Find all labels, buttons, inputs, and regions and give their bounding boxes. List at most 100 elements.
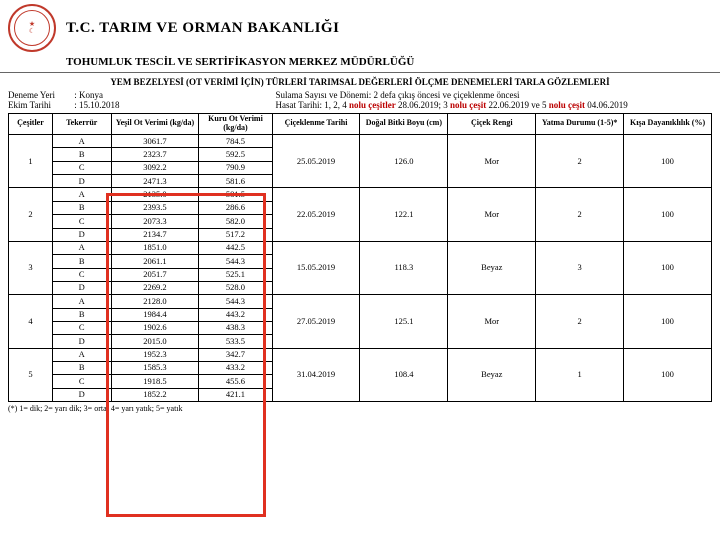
table-header-row: Çeşitler Tekerrür Yeşil Ot Verimi (kg/da… <box>9 113 712 135</box>
cell-lodge: 2 <box>536 188 624 241</box>
cell-yesil: 1984.4 <box>111 308 199 321</box>
cell-tekerrur: B <box>52 148 111 161</box>
cell-color: Beyaz <box>448 241 536 294</box>
cell-kuru: 544.3 <box>199 255 272 268</box>
cell-date: 15.05.2019 <box>272 241 360 294</box>
cell-tekerrur: B <box>52 201 111 214</box>
cell-color: Mor <box>448 295 536 348</box>
cell-tekerrur: D <box>52 175 111 188</box>
location-label: Deneme Yeri <box>8 90 72 100</box>
cell-yesil: 1851.0 <box>111 241 199 254</box>
cell-color: Beyaz <box>448 348 536 401</box>
cell-yesil: 1902.6 <box>111 321 199 334</box>
cell-hardy: 100 <box>624 241 712 294</box>
cell-kuru: 421.1 <box>199 388 272 401</box>
cell-color: Mor <box>448 188 536 241</box>
cell-height: 118.3 <box>360 241 448 294</box>
cell-yesil: 2135.0 <box>111 188 199 201</box>
cell-tekerrur: A <box>52 348 111 361</box>
cell-tekerrur: A <box>52 295 111 308</box>
cell-kuru: 592.5 <box>199 148 272 161</box>
cell-hardy: 100 <box>624 348 712 401</box>
cell-hardy: 100 <box>624 295 712 348</box>
harvest-line: Hasat Tarihi: 1, 2, 4 nolu çeşitler 28.0… <box>276 100 712 110</box>
table-row: 5A1952.3342.731.04.2019108.4Beyaz1100 <box>9 348 712 361</box>
cell-date: 31.04.2019 <box>272 348 360 401</box>
cell-tekerrur: D <box>52 335 111 348</box>
footnote: (*) 1= dik; 2= yarı dik; 3= orta; 4= yar… <box>0 402 720 415</box>
cell-yesil: 1952.3 <box>111 348 199 361</box>
cell-yesil: 2051.7 <box>111 268 199 281</box>
col-header: Yatma Durumu (1-5)* <box>536 113 624 135</box>
data-table: Çeşitler Tekerrür Yeşil Ot Verimi (kg/da… <box>8 113 712 402</box>
cell-kuru: 525.1 <box>199 268 272 281</box>
cell-tekerrur: D <box>52 228 111 241</box>
cell-kuru: 581.6 <box>199 175 272 188</box>
ministry-title: T.C. TARIM VE ORMAN BAKANLIĞI <box>66 20 339 37</box>
cell-kuru: 582.0 <box>199 215 272 228</box>
cell-kuru: 784.5 <box>199 135 272 148</box>
cell-kuru: 528.0 <box>199 281 272 294</box>
cell-kuru: 442.5 <box>199 241 272 254</box>
location-value: : Konya <box>74 90 103 100</box>
cell-date: 22.05.2019 <box>272 188 360 241</box>
cell-lodge: 2 <box>536 135 624 188</box>
data-table-wrap: Çeşitler Tekerrür Yeşil Ot Verimi (kg/da… <box>0 113 720 402</box>
cell-tekerrur: D <box>52 281 111 294</box>
cell-cesit: 1 <box>9 135 53 188</box>
sow-label: Ekim Tarihi <box>8 100 72 110</box>
cell-yesil: 1918.5 <box>111 375 199 388</box>
cell-yesil: 2393.5 <box>111 201 199 214</box>
cell-hardy: 100 <box>624 188 712 241</box>
cell-kuru: 544.3 <box>199 295 272 308</box>
cell-hardy: 100 <box>624 135 712 188</box>
cell-tekerrur: B <box>52 255 111 268</box>
cell-height: 122.1 <box>360 188 448 241</box>
col-header: Çeşitler <box>9 113 53 135</box>
cell-yesil: 2061.1 <box>111 255 199 268</box>
cell-tekerrur: C <box>52 161 111 174</box>
table-row: 1A3061.7784.525.05.2019126.0Mor2100 <box>9 135 712 148</box>
cell-tekerrur: A <box>52 135 111 148</box>
cell-tekerrur: B <box>52 308 111 321</box>
cell-kuru: 433.2 <box>199 361 272 374</box>
cell-kuru: 455.6 <box>199 375 272 388</box>
cell-lodge: 2 <box>536 295 624 348</box>
cell-yesil: 2015.0 <box>111 335 199 348</box>
col-header: Doğal Bitki Boyu (cm) <box>360 113 448 135</box>
header-bar: ★☾ T.C. TARIM VE ORMAN BAKANLIĞI <box>0 0 720 54</box>
cell-cesit: 2 <box>9 188 53 241</box>
cell-kuru: 286.6 <box>199 201 272 214</box>
cell-yesil: 2269.2 <box>111 281 199 294</box>
col-header: Kuru Ot Verimi (kg/da) <box>199 113 272 135</box>
cell-kuru: 438.3 <box>199 321 272 334</box>
cell-lodge: 3 <box>536 241 624 294</box>
cell-kuru: 533.5 <box>199 335 272 348</box>
cell-cesit: 5 <box>9 348 53 401</box>
cell-kuru: 342.7 <box>199 348 272 361</box>
cell-kuru: 517.2 <box>199 228 272 241</box>
col-header: Kışa Dayanıklılık (%) <box>624 113 712 135</box>
cell-date: 25.05.2019 <box>272 135 360 188</box>
report-title: YEM BEZELYESİ (OT VERİMİ İÇİN) TÜRLERİ T… <box>8 77 712 87</box>
cell-tekerrur: A <box>52 241 111 254</box>
cell-yesil: 3061.7 <box>111 135 199 148</box>
col-header: Yeşil Ot Verimi (kg/da) <box>111 113 199 135</box>
cell-height: 108.4 <box>360 348 448 401</box>
cell-yesil: 2073.3 <box>111 215 199 228</box>
cell-tekerrur: A <box>52 188 111 201</box>
cell-yesil: 1585.3 <box>111 361 199 374</box>
cell-lodge: 1 <box>536 348 624 401</box>
cell-date: 27.05.2019 <box>272 295 360 348</box>
cell-tekerrur: D <box>52 388 111 401</box>
irrigation-line: Sulama Sayısı ve Dönemi: 2 defa çıkış ön… <box>276 90 712 100</box>
col-header: Çiçek Rengi <box>448 113 536 135</box>
ministry-logo: ★☾ <box>8 4 56 52</box>
cell-height: 125.1 <box>360 295 448 348</box>
table-row: 2A2135.0581.522.05.2019122.1Mor2100 <box>9 188 712 201</box>
cell-kuru: 443.2 <box>199 308 272 321</box>
cell-cesit: 3 <box>9 241 53 294</box>
cell-tekerrur: C <box>52 321 111 334</box>
table-row: 3A1851.0442.515.05.2019118.3Beyaz3100 <box>9 241 712 254</box>
table-row: 4A2128.0544.327.05.2019125.1Mor2100 <box>9 295 712 308</box>
